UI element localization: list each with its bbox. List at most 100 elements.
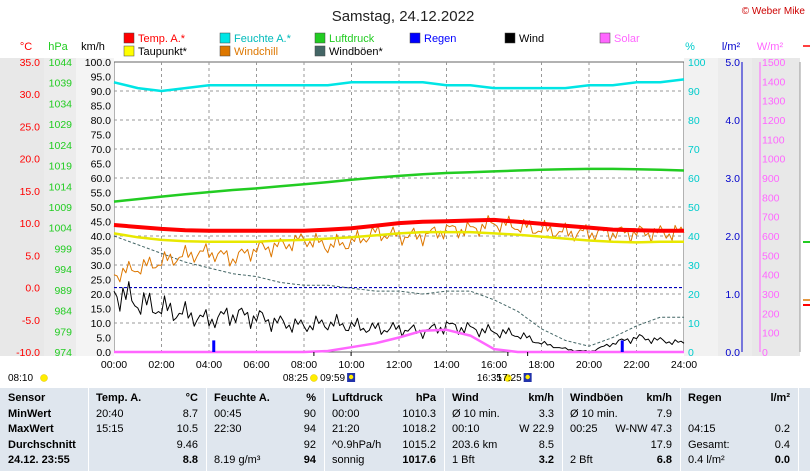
sunset-icon-sun <box>525 374 530 380</box>
temp-tick-label: -10.0 <box>16 347 40 359</box>
solar-tick-label: 100 <box>762 328 780 340</box>
wind-tick-label: 5.0 <box>96 333 111 345</box>
solar-tick-label: 0 <box>762 347 768 359</box>
stats-cell: 04:15 <box>688 423 716 435</box>
x-tick-label: 20:00 <box>576 359 602 371</box>
rain-axis-band <box>718 58 752 356</box>
pressure-tick-label: 984 <box>54 306 72 318</box>
pressure-tick-label: 1029 <box>49 119 73 131</box>
series-line-taupunkt <box>113 230 684 244</box>
stats-cell: 00:45 <box>214 407 242 420</box>
temp-tick-label: 15.0 <box>20 186 41 198</box>
stats-cell: Gesamt: <box>688 438 730 451</box>
rain-tick-label: 1.0 <box>725 289 740 301</box>
series-line-windb-en <box>113 235 684 347</box>
stats-cell: MaxWert <box>8 423 54 435</box>
wind-tick-label: 55.0 <box>91 188 112 200</box>
legend-label: Feuchte A.* <box>234 33 292 45</box>
x-axis: 00:00 02:00 04:00 06:00 08:00 10:00 12:00 14:00… <box>101 359 697 371</box>
stats-cell: 20:40 <box>96 407 124 420</box>
stats-cell: 8.8 <box>182 454 198 466</box>
stats-cell: 2 Bft <box>570 454 593 466</box>
x-tick-label: 18:00 <box>528 359 554 371</box>
stats-cell: Regen <box>688 392 722 404</box>
stats-cell: 9.46 <box>176 438 198 451</box>
stats-cell: Durchschnitt <box>8 438 76 451</box>
legend-label: Solar <box>614 33 640 45</box>
humidity-tick-label: 40 <box>688 231 700 243</box>
axis-units: °C hPa km/h % l/m² W/m² <box>20 41 784 53</box>
pressure-tick-label: 999 <box>54 243 72 255</box>
stats-cell: 1 Bft <box>452 454 475 466</box>
solar-tick-label: 1500 <box>762 57 786 69</box>
legend-swatch <box>314 32 326 44</box>
pressure-tick-label: 994 <box>54 264 72 276</box>
solar-tick-label: 1300 <box>762 96 786 108</box>
stats-cell: 1018.2 <box>402 423 436 435</box>
stats-cell: Sensor <box>8 392 46 404</box>
stats-row: 24.12. 23:55 8.8 8.19 g/m³ 94 sonnig 1017.6 1 … <box>0 454 810 469</box>
humidity-tick-label: 60 <box>688 173 700 185</box>
humidity-tick-label: 20 <box>688 289 700 301</box>
wind-tick-label: 0.0 <box>96 347 111 359</box>
wind-tick-label: 20.0 <box>91 289 112 301</box>
stats-cell: 94 <box>303 423 316 435</box>
humidity-tick-label: 0 <box>688 347 694 359</box>
stats-cell: 3.3 <box>538 407 554 420</box>
legend-label: Luftdruck <box>329 33 375 45</box>
stats-cell: 8.19 g/m³ <box>214 454 261 466</box>
pressure-tick-label: 1014 <box>49 181 73 193</box>
humidity-tick-label: 50 <box>688 202 700 214</box>
wind-tick-label: 50.0 <box>91 202 112 214</box>
wind-unit: km/h <box>81 41 105 53</box>
legend-swatch <box>504 32 516 44</box>
x-tick-label: 04:00 <box>196 359 222 371</box>
rain-tick-label: 4.0 <box>725 115 740 127</box>
wind-tick-label: 80.0 <box>91 115 112 127</box>
humidity-tick-label: 30 <box>688 260 700 272</box>
legend-label: Windchill <box>234 46 278 58</box>
sun-icon <box>310 374 318 382</box>
humidity-tick-label: 100 <box>688 57 706 69</box>
x-tick-label: 14:00 <box>433 359 459 371</box>
humidity-unit: % <box>685 41 695 53</box>
stats-cell: km/h <box>528 392 554 404</box>
legend-label: Windböen* <box>329 46 384 58</box>
pressure-tick-label: 1034 <box>49 98 73 110</box>
temp-tick-label: 30.0 <box>20 89 41 101</box>
solar-tick-label: 1000 <box>762 154 786 166</box>
temp-tick-label: 25.0 <box>20 121 41 133</box>
stats-cell: Temp. A. <box>96 392 142 404</box>
humidity-tick-label: 80 <box>688 115 700 127</box>
wind-tick-label: 15.0 <box>91 304 112 316</box>
legend-swatch <box>599 32 611 44</box>
humidity-tick-label: 70 <box>688 144 700 156</box>
stats-cell: 90 <box>303 407 316 420</box>
stats-cell: Ø 10 min. <box>452 407 500 420</box>
pressure-axis-band <box>44 58 76 356</box>
x-tick-label: 08:00 <box>291 359 317 371</box>
chart-title: Samstag, 24.12.2022 <box>332 8 475 25</box>
stats-row: MinWert 20:40 8.7 00:45 90 00:00 1010.3 Ø 10 mi… <box>0 408 810 423</box>
stats-cell: 00:10 <box>452 423 480 435</box>
stats-cell: Feuchte A. <box>214 392 270 404</box>
temp-tick-label: 20.0 <box>20 154 41 166</box>
sun-icon <box>40 374 48 382</box>
pressure-tick-label: 1019 <box>49 161 73 173</box>
series-line-solar <box>114 328 684 354</box>
legend-label: Temp. A.* <box>138 33 186 45</box>
pressure-tick-label: 989 <box>54 285 72 297</box>
stats-table: Sensor Temp. A. °C Feuchte A.% Luftdruck hPa W… <box>0 388 810 471</box>
stats-cell: W 22.9 <box>519 423 554 435</box>
series-line-luftdruck <box>113 167 685 203</box>
sun-event-time: 08:25 <box>283 373 308 384</box>
rain-tick-label: 2.0 <box>725 231 740 243</box>
stats-cell: km/h <box>646 392 672 404</box>
sun-event-time: 16:35 <box>477 373 502 384</box>
temp-tick-label: 10.0 <box>20 218 41 230</box>
x-tick-label: 00:00 <box>101 359 127 371</box>
humidity-tick-label: 90 <box>688 86 700 98</box>
sun-icon <box>504 374 512 382</box>
sun-event-time: 17:25 <box>497 373 522 384</box>
stats-cell: hPa <box>415 392 436 404</box>
